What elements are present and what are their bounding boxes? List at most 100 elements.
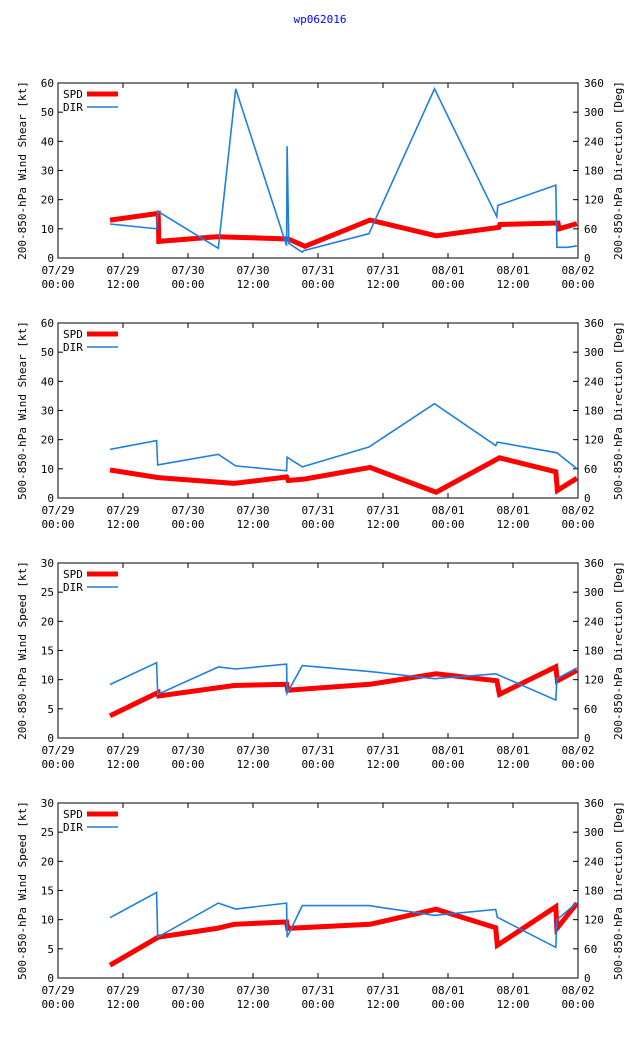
x-tick-date: 07/30 xyxy=(171,264,204,277)
x-tick-time: 12:00 xyxy=(366,278,399,291)
x-tick-date: 08/01 xyxy=(496,264,529,277)
y-tick-label: 0 xyxy=(47,252,54,265)
x-tick-date: 08/01 xyxy=(496,504,529,517)
x-tick-time: 12:00 xyxy=(496,998,529,1011)
x-tick-time: 12:00 xyxy=(496,518,529,531)
plot-frame xyxy=(57,82,579,259)
y2-tick-label: 0 xyxy=(584,972,591,985)
y2-tick-label: 180 xyxy=(584,645,604,658)
series-spd-line xyxy=(109,455,579,495)
chart-panel-1: 010203040506006012018024030036007/2900:0… xyxy=(16,77,625,291)
y-axis-label: 500-850-hPa Wind Shear [kt] xyxy=(16,321,29,500)
x-tick-time: 00:00 xyxy=(431,518,464,531)
x-tick-date: 07/29 xyxy=(41,264,74,277)
y-tick-label: 0 xyxy=(47,732,54,745)
x-tick-date: 07/29 xyxy=(41,504,74,517)
x-tick-date: 07/29 xyxy=(106,264,139,277)
x-tick-time: 12:00 xyxy=(106,998,139,1011)
y-axis-label: 200-850-hPa Wind Shear [kt] xyxy=(16,81,29,260)
y-tick-label: 30 xyxy=(41,405,54,418)
y-tick-label: 15 xyxy=(41,645,54,658)
y2-tick-label: 300 xyxy=(584,106,604,119)
x-tick-time: 00:00 xyxy=(301,998,334,1011)
x-tick-time: 00:00 xyxy=(171,998,204,1011)
y-tick-label: 25 xyxy=(41,586,54,599)
series-spd-line xyxy=(108,901,579,968)
x-tick-time: 12:00 xyxy=(106,518,139,531)
x-tick-time: 00:00 xyxy=(431,278,464,291)
x-tick-date: 08/02 xyxy=(561,984,594,997)
x-tick-date: 08/01 xyxy=(496,984,529,997)
x-tick-date: 07/29 xyxy=(41,984,74,997)
y-tick-label: 10 xyxy=(41,914,54,927)
x-tick-date: 07/31 xyxy=(366,984,399,997)
y-tick-label: 10 xyxy=(41,223,54,236)
y-tick-label: 40 xyxy=(41,375,54,388)
x-tick-time: 12:00 xyxy=(496,278,529,291)
x-tick-time: 00:00 xyxy=(41,278,74,291)
y-tick-label: 30 xyxy=(41,797,54,810)
y-tick-label: 5 xyxy=(47,703,54,716)
x-tick-date: 07/31 xyxy=(366,264,399,277)
x-tick-date: 07/29 xyxy=(106,504,139,517)
x-tick-date: 07/31 xyxy=(366,744,399,757)
series-dir-line xyxy=(109,402,578,472)
page-title: wp062016 xyxy=(293,13,347,26)
x-tick-date: 08/01 xyxy=(496,744,529,757)
x-tick-time: 00:00 xyxy=(171,758,204,771)
x-tick-date: 08/02 xyxy=(561,744,594,757)
x-tick-time: 12:00 xyxy=(366,518,399,531)
x-tick-date: 07/30 xyxy=(236,504,269,517)
y2-tick-label: 120 xyxy=(584,914,604,927)
x-tick-date: 07/31 xyxy=(366,504,399,517)
y-tick-label: 50 xyxy=(41,346,54,359)
legend-label-spd: SPD xyxy=(63,88,83,101)
y2-tick-label: 60 xyxy=(584,943,597,956)
y2-tick-label: 120 xyxy=(584,194,604,207)
y2-axis-label: 200-850-hPa Direction [Deg] xyxy=(612,81,625,260)
series-dir-line xyxy=(109,86,578,254)
x-tick-time: 00:00 xyxy=(561,998,594,1011)
x-tick-date: 08/01 xyxy=(431,744,464,757)
x-tick-date: 07/30 xyxy=(171,744,204,757)
y2-tick-label: 300 xyxy=(584,826,604,839)
y2-axis-label: 500-850-hPa Direction [Deg] xyxy=(612,321,625,500)
legend-label-dir: DIR xyxy=(63,581,83,594)
x-tick-time: 12:00 xyxy=(236,278,269,291)
y2-tick-label: 60 xyxy=(584,703,597,716)
x-tick-time: 00:00 xyxy=(561,278,594,291)
x-tick-time: 12:00 xyxy=(366,998,399,1011)
series-dir-line xyxy=(109,891,578,949)
y2-tick-label: 360 xyxy=(584,557,604,570)
y2-tick-label: 300 xyxy=(584,586,604,599)
series-spd-line xyxy=(108,663,579,719)
x-tick-time: 00:00 xyxy=(41,518,74,531)
x-tick-date: 07/30 xyxy=(236,984,269,997)
plot-frame xyxy=(57,562,579,739)
x-tick-time: 00:00 xyxy=(171,518,204,531)
y-tick-label: 40 xyxy=(41,135,54,148)
x-tick-time: 00:00 xyxy=(561,758,594,771)
x-tick-time: 00:00 xyxy=(301,758,334,771)
x-tick-date: 08/02 xyxy=(561,264,594,277)
x-tick-time: 00:00 xyxy=(301,518,334,531)
x-tick-time: 00:00 xyxy=(301,278,334,291)
y-tick-label: 10 xyxy=(41,463,54,476)
legend-label-dir: DIR xyxy=(63,341,83,354)
y2-tick-label: 240 xyxy=(584,855,604,868)
x-tick-date: 08/01 xyxy=(431,504,464,517)
x-tick-time: 00:00 xyxy=(41,998,74,1011)
x-tick-time: 12:00 xyxy=(236,758,269,771)
y-tick-label: 15 xyxy=(41,885,54,898)
y2-axis-label: 500-850-hPa Direction [Deg] xyxy=(612,801,625,980)
y2-tick-label: 60 xyxy=(584,223,597,236)
y-tick-label: 20 xyxy=(41,855,54,868)
x-tick-time: 00:00 xyxy=(171,278,204,291)
x-tick-date: 07/29 xyxy=(106,984,139,997)
y2-tick-label: 0 xyxy=(584,252,591,265)
y-tick-label: 60 xyxy=(41,77,54,90)
y-tick-label: 20 xyxy=(41,434,54,447)
y-tick-label: 30 xyxy=(41,557,54,570)
series-spd-line xyxy=(109,210,578,250)
x-tick-date: 07/29 xyxy=(41,744,74,757)
